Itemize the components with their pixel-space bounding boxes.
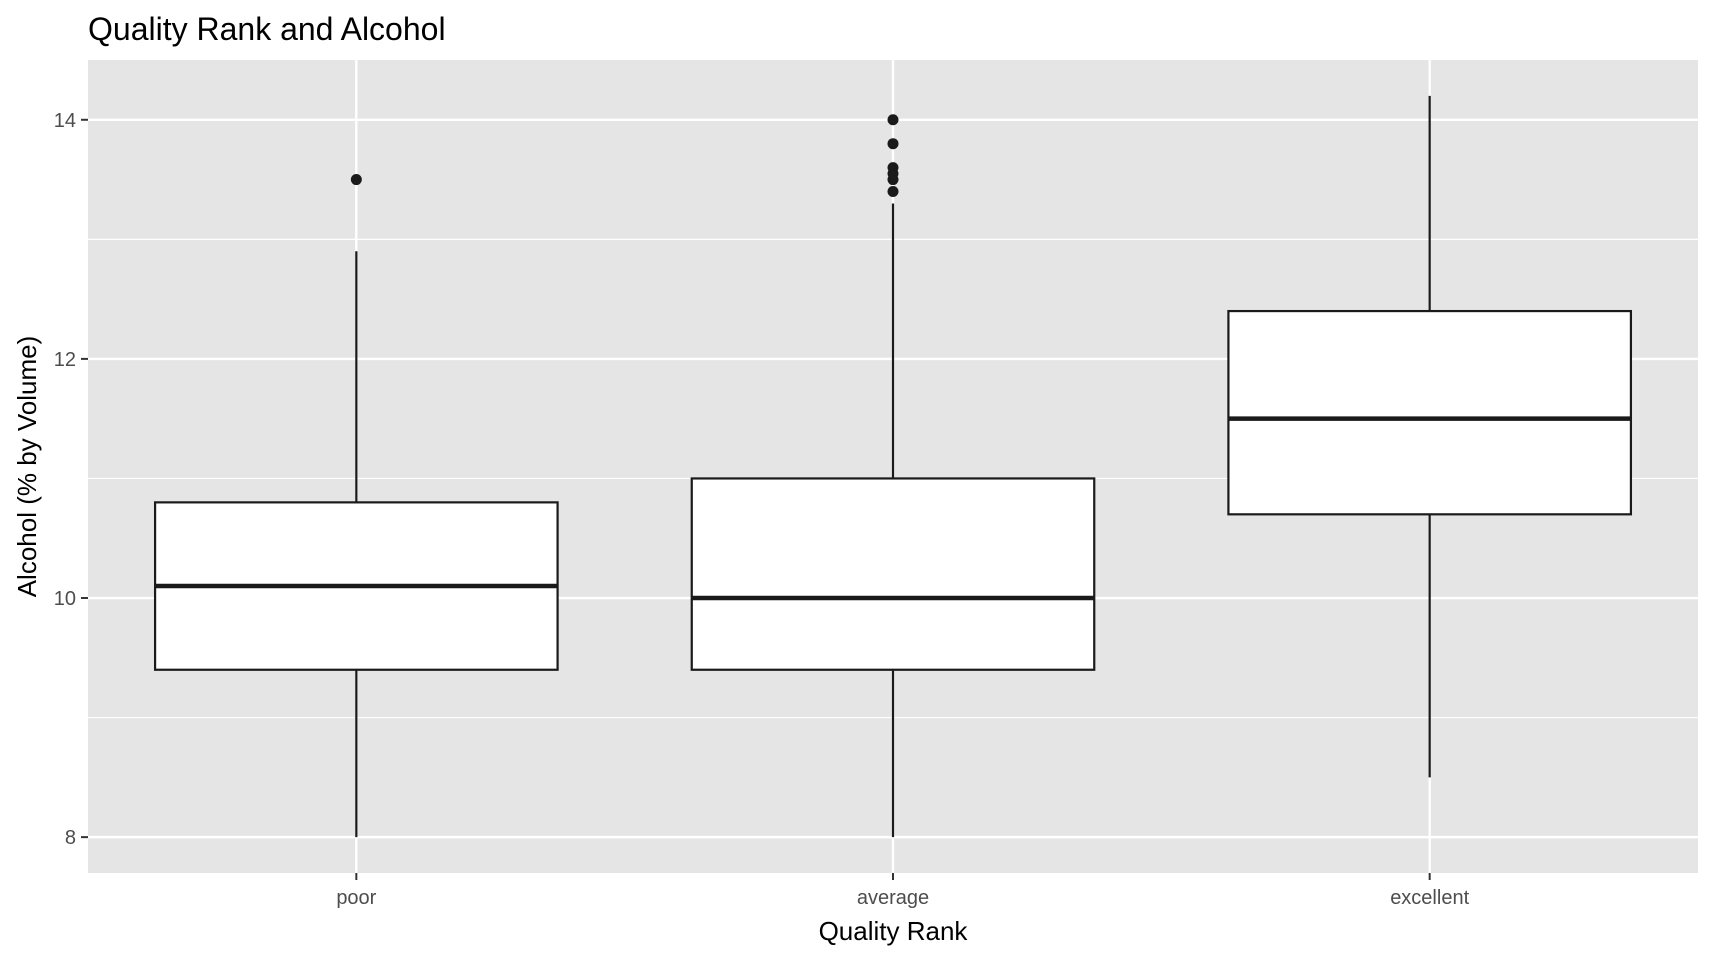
outlier-point xyxy=(350,174,362,186)
box-excellent xyxy=(1227,95,1633,778)
outlier-point xyxy=(887,162,899,174)
outlier-point xyxy=(887,138,899,150)
y-tick-label: 14 xyxy=(54,110,76,132)
y-axis-title: Alcohol (% by Volume) xyxy=(12,336,42,598)
box-iqr xyxy=(1227,309,1633,516)
y-tick-label: 10 xyxy=(54,588,76,610)
box-iqr xyxy=(690,477,1096,671)
outlier-point xyxy=(887,186,899,198)
x-tick-label-average: average xyxy=(857,887,929,909)
y-tick-label: 12 xyxy=(54,349,76,371)
x-tick-label-excellent: excellent xyxy=(1390,887,1469,909)
y-axis: 8 10 12 14 xyxy=(54,110,88,849)
chart-title: Quality Rank and Alcohol xyxy=(88,11,446,47)
x-tick-label-poor: poor xyxy=(336,887,376,909)
x-axis: poor average excellent xyxy=(336,873,1470,909)
box-poor xyxy=(153,174,559,838)
boxes xyxy=(153,95,1633,838)
x-axis-title: Quality Rank xyxy=(819,916,969,946)
y-tick-label: 8 xyxy=(65,827,76,849)
outlier-point xyxy=(887,114,899,126)
box-average xyxy=(690,114,1096,838)
